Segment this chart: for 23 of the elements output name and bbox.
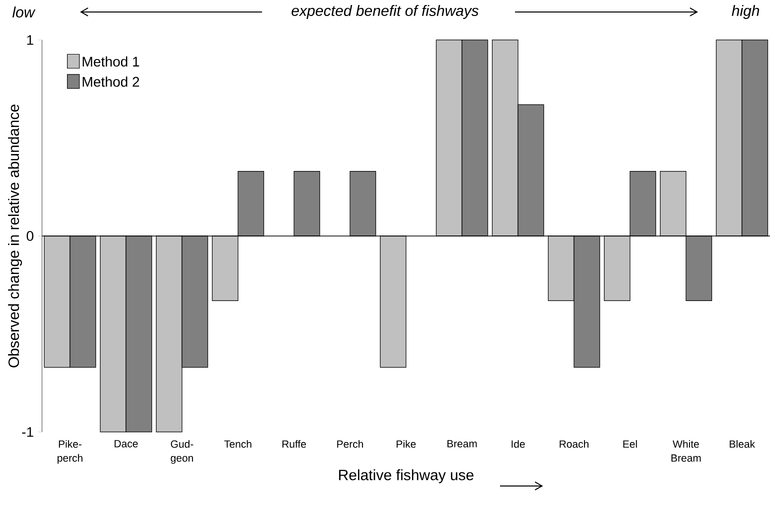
x-tick-label: Bream bbox=[447, 440, 477, 448]
x-tick-label: Ruffe bbox=[282, 440, 306, 448]
x-tick-label: Dace bbox=[114, 440, 138, 448]
x-tick-label: Roach bbox=[560, 440, 588, 448]
text: expected benefit of fishways bbox=[292, 5, 479, 19]
x-tick-label: Tench bbox=[224, 440, 252, 448]
x-tick-label: Perch bbox=[337, 440, 363, 448]
x-tick-label: Pike bbox=[396, 440, 416, 448]
y-tick-label: -1 bbox=[22, 427, 34, 437]
legend-label: Method 1 bbox=[82, 56, 140, 67]
x-tick-label: Eel bbox=[623, 440, 637, 448]
x-tick-label: Pike- perch bbox=[58, 440, 82, 464]
y-tick-label: 1 bbox=[27, 35, 34, 45]
y-tick-label: 0 bbox=[26, 231, 34, 241]
x-tick-label: Bleak bbox=[730, 440, 756, 448]
y-axis-title: Observed change in relative abundance bbox=[8, 104, 22, 368]
x-axis-title: Relative fishway use bbox=[339, 469, 474, 484]
legend-label: Method 2 bbox=[82, 76, 140, 87]
x-tick-label: Gud- geon bbox=[170, 440, 194, 464]
text: low bbox=[12, 6, 36, 18]
x-tick-label: Ide bbox=[512, 440, 525, 448]
x-tick-label: White Bream bbox=[671, 440, 701, 462]
text: high bbox=[732, 5, 760, 19]
